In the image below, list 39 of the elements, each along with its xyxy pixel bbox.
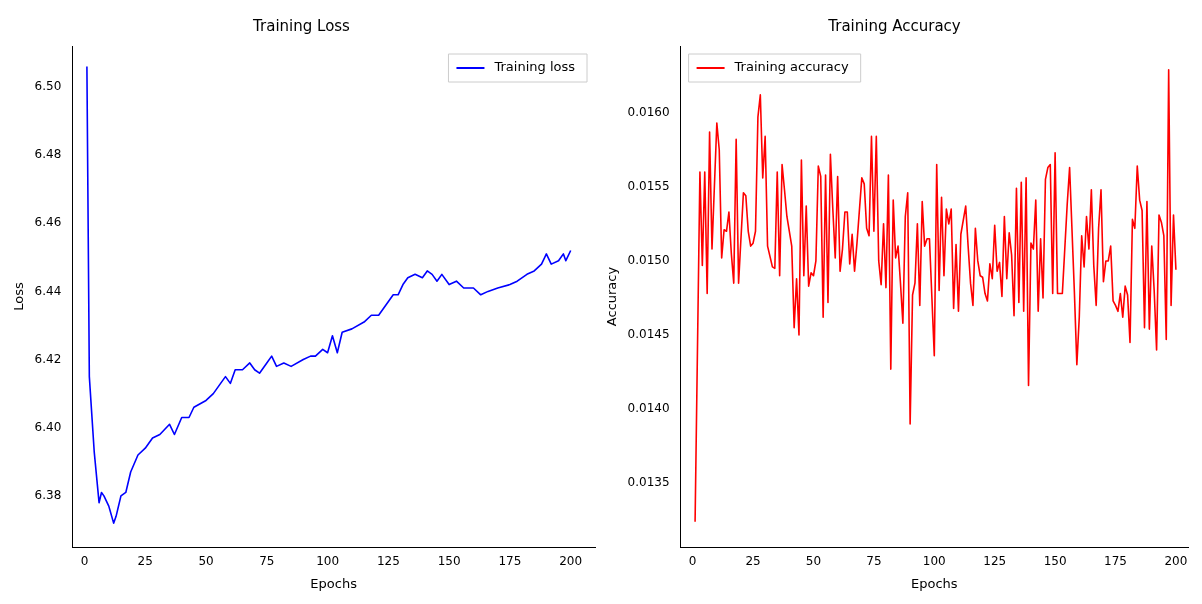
y-tick-label: 6.44 — [34, 283, 62, 298]
x-tick-label: 175 — [1104, 554, 1127, 569]
y-tick-label: 0.0135 — [627, 475, 670, 490]
y-tick-label: 0.0145 — [627, 327, 670, 342]
x-tick-label: 0 — [80, 554, 89, 569]
x-tick-label: 50 — [805, 554, 822, 569]
chart-title: Training Loss — [252, 16, 351, 35]
x-axis-title: Epochs — [310, 575, 358, 591]
x-tick-label: 25 — [745, 554, 761, 569]
y-tick-label: 0.0155 — [627, 178, 670, 193]
x-tick-label: 200 — [1164, 554, 1188, 569]
x-tick-label: 100 — [922, 554, 946, 569]
y-axis-title: Accuracy — [604, 266, 620, 327]
x-tick-label: 75 — [259, 554, 275, 569]
y-tick-label: 6.38 — [34, 488, 62, 502]
y-tick-label: 6.42 — [34, 351, 62, 366]
legend-label: Training accuracy — [733, 59, 849, 75]
y-axis-title: Loss — [11, 282, 27, 311]
y-tick-label: 6.40 — [34, 419, 62, 434]
x-tick-label: 75 — [866, 554, 882, 569]
x-tick-label: 175 — [498, 554, 522, 569]
x-tick-label: 125 — [983, 554, 1007, 569]
x-tick-label: 25 — [137, 554, 153, 569]
x-axis-title: Epochs — [911, 575, 958, 591]
y-tick-label: 6.46 — [34, 215, 62, 230]
x-tick-label: 0 — [688, 554, 697, 569]
chart-title: Training Accuracy — [827, 16, 961, 35]
y-tick-label: 6.50 — [34, 79, 62, 94]
legend-label: Training loss — [493, 59, 576, 75]
x-tick-label: 150 — [1043, 554, 1067, 569]
x-tick-label: 150 — [437, 554, 461, 569]
x-tick-label: 200 — [559, 554, 583, 569]
y-tick-label: 0.0160 — [627, 104, 670, 119]
x-tick-label: 125 — [376, 554, 400, 569]
y-tick-label: 0.0150 — [627, 253, 670, 268]
x-tick-label: 100 — [316, 554, 340, 569]
x-tick-label: 50 — [198, 554, 214, 569]
y-tick-label: 0.0140 — [627, 401, 670, 416]
y-tick-label: 6.48 — [34, 147, 62, 162]
